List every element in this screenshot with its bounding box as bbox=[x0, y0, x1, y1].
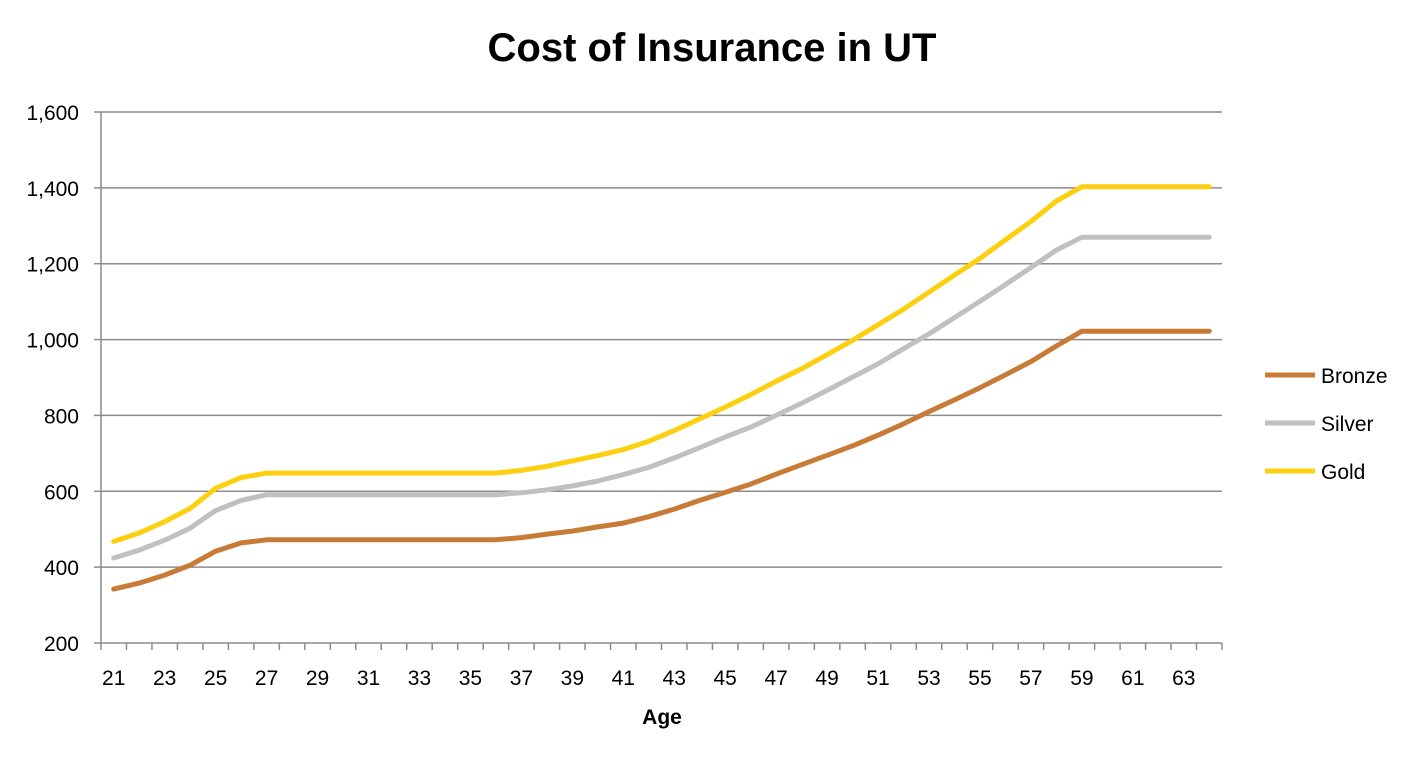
x-tick-label: 23 bbox=[153, 667, 176, 690]
x-tick-label: 61 bbox=[1121, 667, 1144, 690]
x-tick-label: 29 bbox=[306, 667, 329, 690]
x-tick-label: 59 bbox=[1070, 667, 1093, 690]
x-tick-labels: 21 23 25 27 29 31 33 35 37 39 41 43 45 47 49 51 53 55 57 59… bbox=[102, 667, 1195, 690]
y-tick-label: 1,600 bbox=[26, 102, 79, 125]
x-tick-label: 27 bbox=[255, 667, 278, 690]
x-tick-label: 47 bbox=[764, 667, 787, 690]
x-tick-label: 31 bbox=[357, 667, 380, 690]
x-tick-label: 37 bbox=[510, 667, 533, 690]
x-tick-label: 57 bbox=[1019, 667, 1042, 690]
axes bbox=[94, 111, 1223, 650]
series-line-silver bbox=[111, 234, 1212, 561]
legend-label-bronze: Bronze bbox=[1321, 365, 1388, 388]
chart-title: Cost of Insurance in UT bbox=[487, 26, 937, 70]
y-tick-label: 600 bbox=[44, 481, 79, 504]
x-tick-label: 55 bbox=[968, 667, 991, 690]
y-tick-label: 1,400 bbox=[26, 178, 79, 201]
x-tick-label: 21 bbox=[102, 667, 125, 690]
legend-label-gold: Gold bbox=[1321, 461, 1365, 484]
x-tick-label: 39 bbox=[561, 667, 584, 690]
x-tick-label: 43 bbox=[663, 667, 686, 690]
x-tick-label: 53 bbox=[917, 667, 940, 690]
gridlines bbox=[101, 111, 1222, 568]
y-tick-label: 1,000 bbox=[26, 330, 79, 353]
x-tick-label: 25 bbox=[204, 667, 227, 690]
x-tick-label: 63 bbox=[1172, 667, 1195, 690]
x-axis-label: Age bbox=[642, 706, 682, 729]
y-tick-label: 800 bbox=[44, 405, 79, 428]
x-tick-label: 41 bbox=[612, 667, 635, 690]
x-tick-label: 45 bbox=[714, 667, 737, 690]
series-line-gold bbox=[111, 184, 1212, 544]
legend: Bronze Silver Gold bbox=[1265, 365, 1388, 484]
y-tick-labels: 200 400 600 800 1,000 1,200 1,400 1,600 bbox=[26, 102, 79, 656]
x-tick-label: 51 bbox=[866, 667, 889, 690]
x-tick-label: 33 bbox=[408, 667, 431, 690]
y-tick-label: 1,200 bbox=[26, 254, 79, 277]
series-line-bronze bbox=[111, 328, 1212, 592]
legend-label-silver: Silver bbox=[1321, 413, 1374, 436]
y-tick-label: 200 bbox=[44, 633, 79, 656]
x-tick-label: 35 bbox=[459, 667, 482, 690]
y-tick-label: 400 bbox=[44, 557, 79, 580]
x-tick-label: 49 bbox=[815, 667, 838, 690]
series-lines bbox=[111, 184, 1212, 592]
